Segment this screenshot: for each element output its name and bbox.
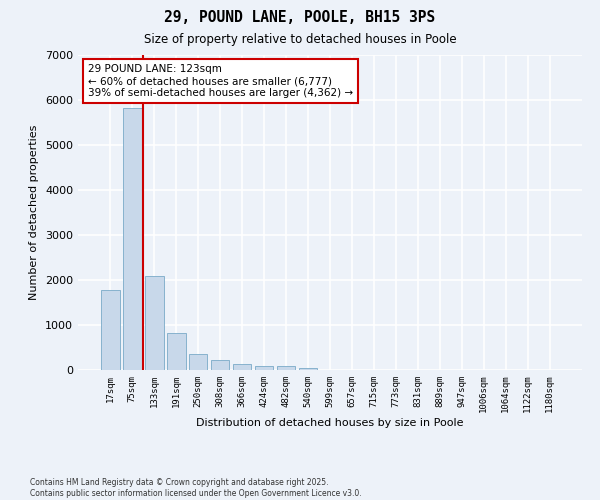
Bar bbox=[189, 354, 208, 370]
Bar bbox=[299, 368, 317, 370]
Bar bbox=[255, 366, 274, 370]
Text: Size of property relative to detached houses in Poole: Size of property relative to detached ho… bbox=[143, 32, 457, 46]
X-axis label: Distribution of detached houses by size in Poole: Distribution of detached houses by size … bbox=[196, 418, 464, 428]
Bar bbox=[167, 333, 185, 370]
Bar bbox=[233, 364, 251, 370]
Bar bbox=[123, 108, 142, 370]
Y-axis label: Number of detached properties: Number of detached properties bbox=[29, 125, 40, 300]
Bar bbox=[277, 366, 295, 370]
Bar bbox=[145, 276, 164, 370]
Bar bbox=[101, 290, 119, 370]
Text: 29, POUND LANE, POOLE, BH15 3PS: 29, POUND LANE, POOLE, BH15 3PS bbox=[164, 10, 436, 25]
Text: 29 POUND LANE: 123sqm
← 60% of detached houses are smaller (6,777)
39% of semi-d: 29 POUND LANE: 123sqm ← 60% of detached … bbox=[88, 64, 353, 98]
Bar bbox=[211, 360, 229, 370]
Text: Contains HM Land Registry data © Crown copyright and database right 2025.
Contai: Contains HM Land Registry data © Crown c… bbox=[30, 478, 362, 498]
